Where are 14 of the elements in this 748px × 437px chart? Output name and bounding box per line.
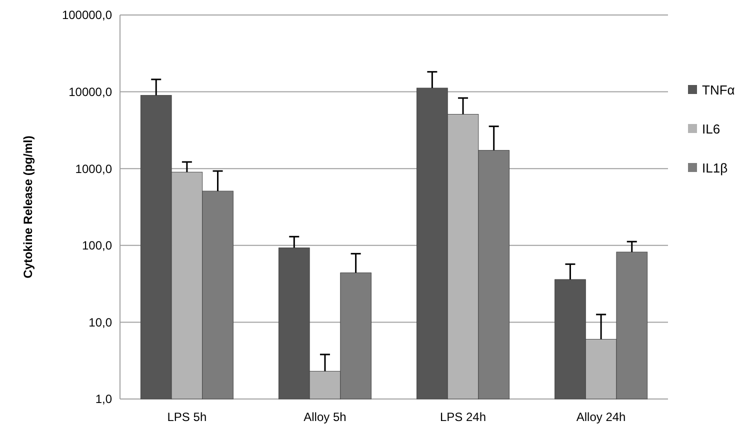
y-axis-title: Cytokine Release (pg/ml) — [21, 136, 35, 278]
legend-label: TNFα — [702, 82, 736, 98]
y-tick-label: 1000,0 — [75, 162, 112, 176]
x-tick-label: Alloy 24h — [576, 410, 626, 424]
y-tick-label: 100000,0 — [62, 8, 112, 22]
y-tick-label: 10000,0 — [68, 85, 112, 99]
x-tick-label: LPS 24h — [440, 410, 486, 424]
y-tick-label: 100,0 — [82, 238, 112, 253]
x-tick-label: Alloy 5h — [304, 410, 346, 424]
y-tick-label: 1,0 — [95, 392, 112, 406]
x-tick-label: LPS 5h — [167, 410, 207, 424]
y-tick-label: 10,0 — [88, 315, 112, 330]
legend-label: IL6 — [702, 122, 720, 137]
legend-label: IL1β — [702, 160, 728, 176]
